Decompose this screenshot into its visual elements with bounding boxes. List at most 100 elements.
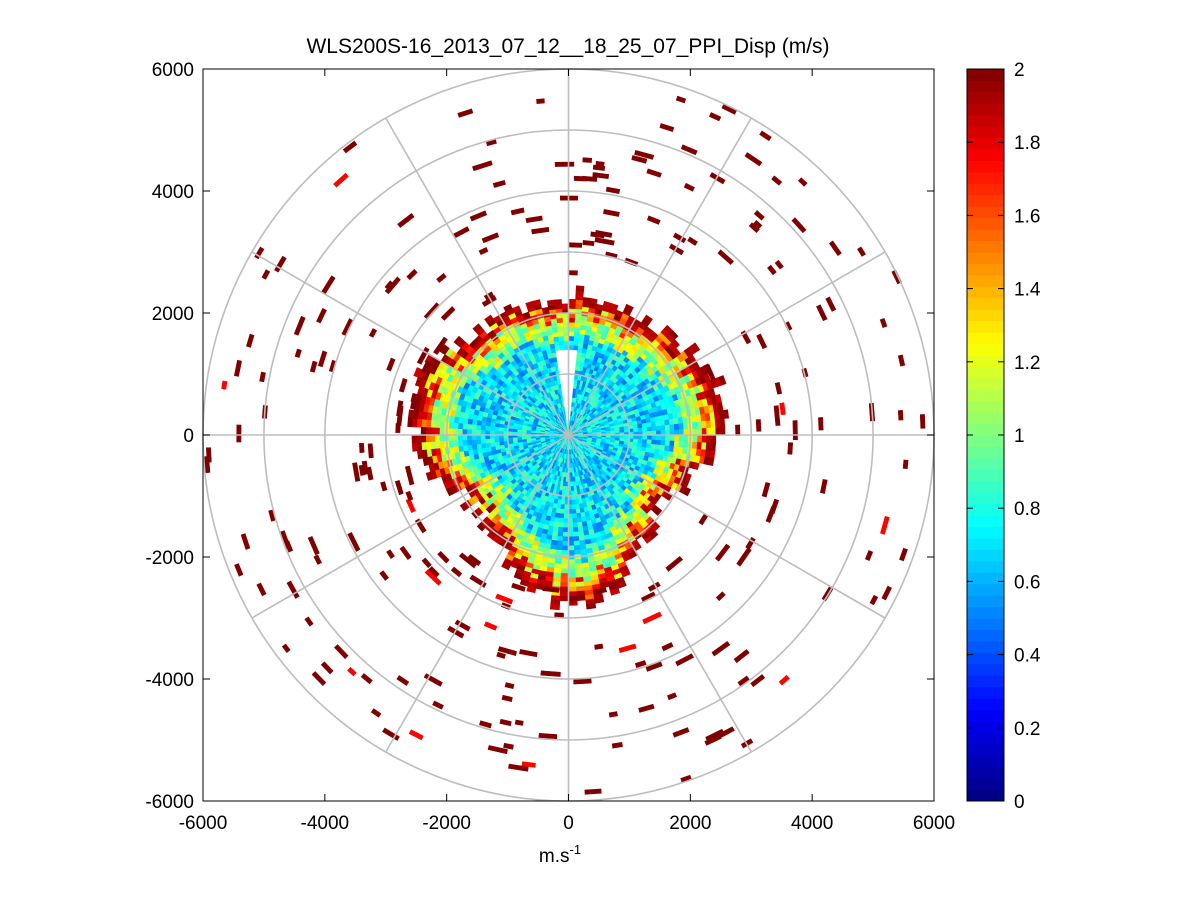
scan-cell	[678, 422, 685, 430]
scan-cell	[573, 531, 580, 538]
scan-cell	[674, 434, 680, 442]
colorbar-tick-label: 0	[1014, 792, 1025, 813]
scan-cell	[452, 428, 459, 436]
y-tick-label: -2000	[145, 548, 194, 569]
scan-cell	[642, 438, 648, 444]
scan-cell	[663, 324, 674, 335]
scan-cell	[221, 380, 228, 390]
scan-cell	[471, 439, 477, 446]
scan-cell	[561, 550, 569, 556]
scan-cell	[568, 550, 576, 556]
colorbar-tick-label: 1.8	[1014, 133, 1040, 154]
scan-cell	[541, 306, 550, 314]
colorbar-step	[967, 755, 1004, 768]
scan-cell	[560, 568, 569, 574]
scan-cell	[571, 397, 575, 403]
colorbar-step	[967, 709, 1004, 722]
colorbar-step	[967, 309, 1004, 322]
scan-cell	[558, 344, 565, 351]
scan-cell	[571, 401, 575, 408]
colorbar-step	[967, 732, 1004, 745]
scan-cell	[787, 442, 794, 455]
scan-cell	[480, 439, 486, 445]
scan-cell	[555, 317, 563, 324]
scan-cell	[697, 427, 703, 436]
x-tick-label: -4000	[301, 813, 350, 834]
x-tick-label: 4000	[791, 813, 833, 834]
scan-cell	[669, 434, 676, 441]
scan-cell	[655, 439, 662, 446]
scan-cell	[471, 424, 477, 431]
scan-cell	[573, 331, 580, 337]
scan-cell	[674, 428, 680, 436]
scan-cell	[560, 499, 566, 506]
colorbar-tick-label: 0.6	[1014, 572, 1040, 593]
scan-cell	[205, 447, 212, 463]
colorbar-step	[967, 171, 1004, 184]
y-tick-label: -6000	[145, 792, 194, 813]
scan-cell	[554, 299, 562, 305]
scan-cell	[715, 426, 721, 436]
scan-cell	[484, 314, 494, 324]
scan-cell	[683, 428, 689, 436]
scan-cell	[445, 487, 454, 497]
colorbar-step	[967, 389, 1004, 402]
colorbar-step	[967, 354, 1004, 367]
scan-cell	[407, 409, 415, 419]
scan-cell	[710, 426, 717, 436]
scan-cell	[546, 299, 556, 306]
colorbar-step	[967, 469, 1004, 482]
scan-cell	[710, 434, 717, 444]
colorbar-tick-label: 1	[1014, 426, 1025, 447]
colorbar-tick-label: 1.4	[1014, 280, 1041, 301]
scan-cell	[706, 427, 712, 436]
scan-cell	[572, 392, 576, 398]
scan-cell	[557, 335, 564, 342]
scan-cell	[655, 424, 662, 431]
colorbar-step	[967, 778, 1004, 791]
colorbar-step	[967, 675, 1004, 688]
scan-cell	[683, 434, 689, 442]
scan-cell	[584, 788, 602, 795]
scan-cell	[719, 418, 726, 428]
scan-cell	[692, 441, 698, 449]
colorbar-step	[967, 103, 1004, 116]
scan-cell	[573, 378, 578, 385]
scan-cell	[367, 443, 374, 459]
scan-cell	[902, 459, 909, 470]
scan-cell	[556, 321, 564, 328]
colorbar-step	[967, 686, 1004, 699]
scan-cell	[554, 558, 563, 565]
colorbar-step	[967, 263, 1004, 276]
colorbar-step	[967, 91, 1004, 104]
colorbar-step	[967, 640, 1004, 653]
scan-cell	[475, 439, 482, 446]
scan-cell	[359, 442, 365, 453]
scan-cell	[582, 157, 593, 163]
scan-cell	[475, 424, 482, 431]
scan-cell	[568, 536, 575, 542]
scan-cell	[462, 440, 468, 447]
y-tick-label: -4000	[145, 670, 194, 691]
scan-cell	[448, 428, 454, 436]
scan-cell	[573, 526, 579, 533]
scan-cell	[559, 513, 565, 519]
colorbar-step	[967, 457, 1004, 470]
scan-cell	[434, 427, 440, 436]
scan-cell	[582, 175, 598, 182]
colorbar-step	[967, 629, 1004, 642]
scan-cell	[554, 161, 575, 167]
scan-cell	[466, 424, 473, 431]
scan-cell	[709, 449, 716, 459]
scan-cell	[452, 440, 459, 448]
scan-cell	[498, 427, 504, 432]
x-axis-label-base: m.s	[539, 846, 570, 867]
scan-cell	[592, 164, 606, 171]
scan-cell	[429, 427, 436, 436]
scan-cell	[556, 326, 564, 333]
scan-cell	[669, 429, 676, 436]
scan-cell	[576, 595, 587, 602]
colorbar-step	[967, 160, 1004, 173]
scan-cell	[562, 321, 569, 328]
scan-cell	[414, 376, 423, 387]
